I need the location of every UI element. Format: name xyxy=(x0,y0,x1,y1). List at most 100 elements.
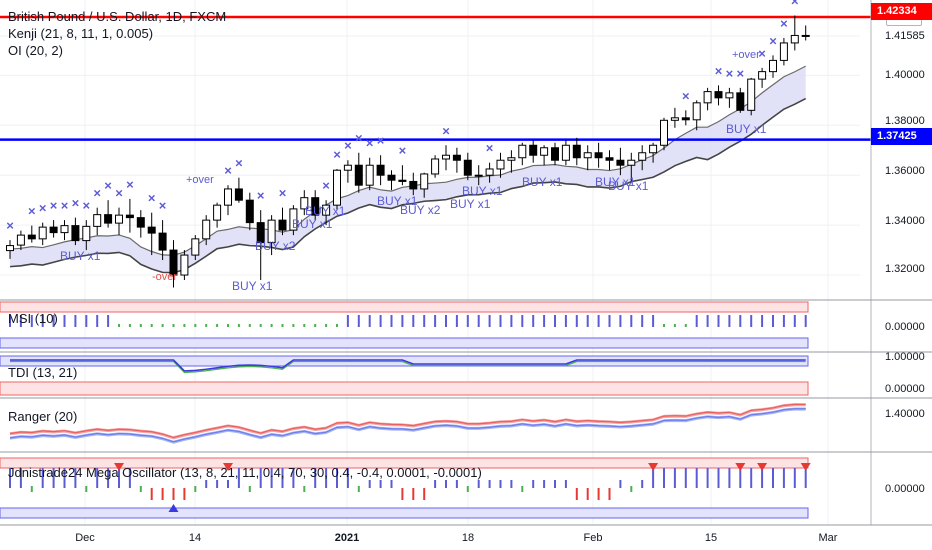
candle-bull xyxy=(649,144,658,154)
cross-marker: × xyxy=(224,163,232,178)
candle-bear xyxy=(529,144,538,156)
candle-bull xyxy=(583,152,592,159)
candle-bear xyxy=(801,34,810,37)
candle-bull xyxy=(300,197,309,210)
price-axis-tick: 1.32000 xyxy=(885,263,925,275)
candle-bull xyxy=(431,158,440,175)
candle-bear xyxy=(234,188,243,201)
buy-label: BUY x2 xyxy=(400,203,441,217)
cross-marker: × xyxy=(159,198,167,213)
cross-marker: × xyxy=(366,136,374,151)
candle-bull xyxy=(333,169,341,206)
candle-bull xyxy=(16,234,25,246)
candle-bear xyxy=(125,214,134,219)
cross-marker: × xyxy=(344,138,352,153)
cross-marker: × xyxy=(715,63,723,78)
candle-bull xyxy=(507,157,516,161)
cross-marker: × xyxy=(61,198,69,213)
cross-marker: × xyxy=(115,186,123,201)
oscillator-sell-triangle xyxy=(648,463,659,471)
candle-bear xyxy=(387,174,396,181)
ranger-axis-tick: 1.40000 xyxy=(885,408,925,420)
kenji-band-fill xyxy=(10,66,806,273)
cross-marker: × xyxy=(377,133,385,148)
candle-bull xyxy=(725,92,734,99)
buy-label: BUY x1 xyxy=(726,122,767,136)
pane-title-tdi[interactable]: TDI (13, 21) xyxy=(8,365,78,380)
oscillator-sell-triangle xyxy=(223,463,233,471)
candle-bull xyxy=(747,78,756,111)
buy-label: BUY x1 xyxy=(595,175,636,189)
candle-bull xyxy=(213,204,222,221)
candle-bear xyxy=(71,225,80,242)
candle-bull xyxy=(6,245,14,252)
price-axis-tick: 1.34000 xyxy=(885,215,925,227)
cross-marker: × xyxy=(399,143,407,158)
candle-bear xyxy=(551,147,559,161)
candle-bull xyxy=(779,42,788,61)
candle-bull xyxy=(790,34,799,44)
tdi-signal-line xyxy=(10,360,806,374)
candle-bear xyxy=(376,164,385,176)
candle-bull xyxy=(442,154,450,160)
candle-bull xyxy=(60,225,69,234)
buy-label: BUY x1 xyxy=(292,217,333,231)
resistance-price-tag: 1.42334 xyxy=(871,3,932,20)
symbol-title[interactable]: British Pound / U.S. Dollar, 1D, FXCM xyxy=(8,9,227,24)
candle-bull xyxy=(670,117,679,121)
candle-bear xyxy=(147,226,156,234)
cross-marker: × xyxy=(6,218,14,233)
candle-bull xyxy=(758,71,767,80)
buy-label: BUY x1 xyxy=(377,194,418,208)
kenji-lower-line xyxy=(9,97,807,274)
indicator-kenji[interactable]: Kenji (21, 8, 11, 1, 0.005) xyxy=(8,26,154,41)
candle-bull xyxy=(703,91,712,104)
candle-bull xyxy=(692,102,701,121)
ranger-line xyxy=(9,403,806,439)
candle-bear xyxy=(169,249,178,276)
cross-marker: × xyxy=(791,0,799,8)
candle-bear xyxy=(452,154,461,161)
time-axis-label: 15 xyxy=(705,532,717,544)
candle-bear xyxy=(572,144,581,159)
time-axis-label: Dec xyxy=(75,532,95,544)
buy-label: BUY x1 xyxy=(462,184,503,198)
cross-marker: × xyxy=(758,46,766,61)
oscillator-sell-triangle xyxy=(735,463,746,471)
pane-title-mega-oscillator[interactable]: Jdnistrade24 Mega Oscillator (13, 8, 21,… xyxy=(8,465,482,480)
candle-bull xyxy=(267,219,276,244)
oscillator-buy-triangle xyxy=(168,504,179,512)
candle-bull xyxy=(540,147,549,156)
indicator-oi[interactable]: OI (20, 2) xyxy=(8,43,63,58)
buy-label: BUY x1 xyxy=(608,179,649,193)
candle-bull xyxy=(343,164,352,171)
candle-bear xyxy=(278,219,287,231)
time-axis-label: 2021 xyxy=(335,532,359,544)
pane-title-msi[interactable]: MSI (10) xyxy=(8,311,58,326)
candle-bear xyxy=(736,92,745,111)
support-price-tag: 1.37425 xyxy=(871,128,932,145)
ranger-line xyxy=(9,403,806,438)
cross-marker: × xyxy=(682,88,690,103)
msi-lower-zone xyxy=(0,337,809,349)
candle-bear xyxy=(616,159,625,166)
candle-bull xyxy=(561,144,570,161)
candle-bear xyxy=(49,226,58,234)
legend: British Pound / U.S. Dollar, 1D, FXCM Ke… xyxy=(8,8,226,59)
candle-bear xyxy=(714,91,723,99)
cross-marker: × xyxy=(235,156,243,171)
tdi-axis-tick-1: 1.00000 xyxy=(885,351,925,363)
candle-bull xyxy=(485,168,494,176)
candle-bear xyxy=(104,214,113,224)
candle-bear xyxy=(256,222,265,244)
cross-marker: × xyxy=(72,196,80,211)
tdi-lower-zone xyxy=(0,381,809,396)
ranger-line xyxy=(9,408,806,444)
cross-marker: × xyxy=(486,141,494,156)
candle-bear xyxy=(311,197,320,216)
candle-bull xyxy=(518,144,527,159)
pane-title-ranger[interactable]: Ranger (20) xyxy=(8,409,78,424)
over-label: +over xyxy=(732,49,760,61)
